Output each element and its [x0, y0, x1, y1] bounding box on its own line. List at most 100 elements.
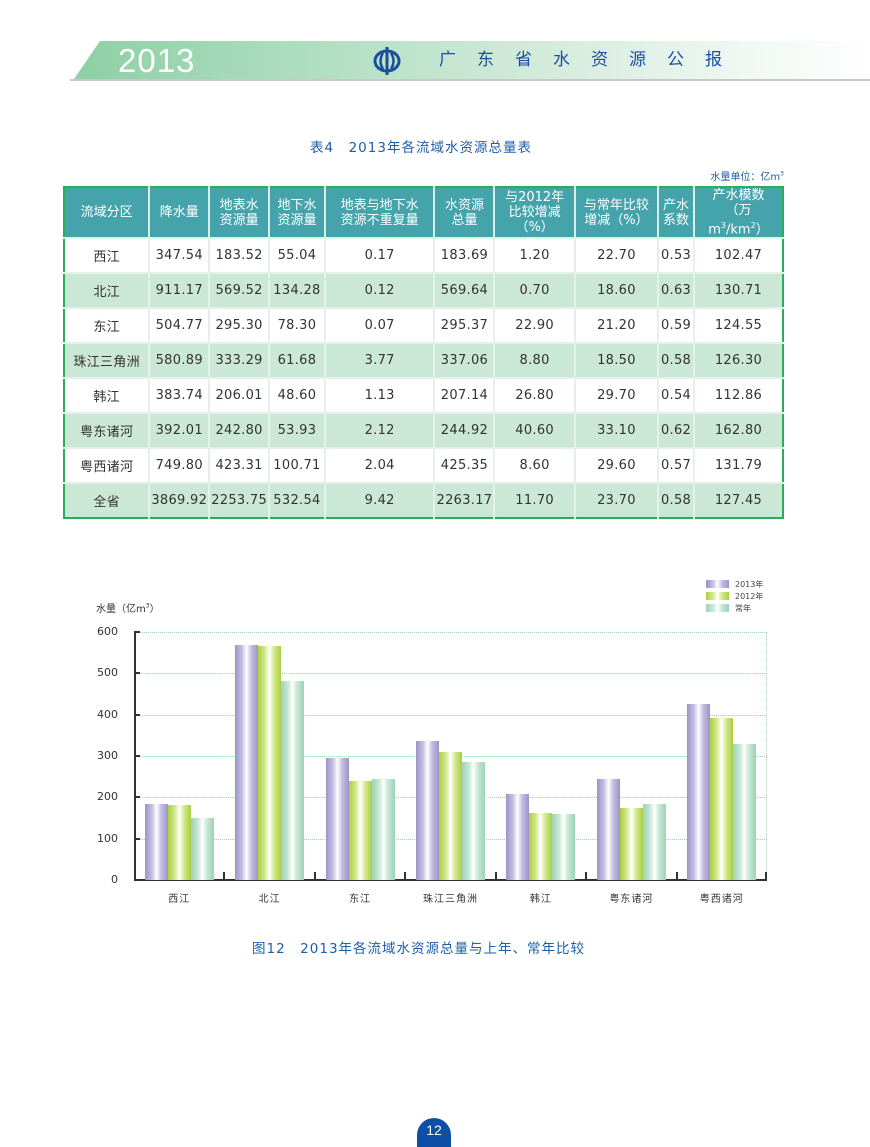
- cell: 1.20: [494, 237, 576, 274]
- col-header-non-overlap: 地表与地下水 资源不重复量: [324, 187, 436, 239]
- cell: 29.70: [574, 377, 660, 414]
- legend-item-2012: 2012年: [706, 590, 763, 602]
- bar-2013年: [144, 804, 168, 880]
- cell: 78.30: [269, 307, 326, 344]
- cell: 295.37: [434, 307, 496, 344]
- y-tick: [134, 755, 140, 757]
- cell: 0.70: [494, 272, 576, 309]
- legend-label: 2012年: [735, 591, 764, 601]
- cell-basin: 韩江: [64, 377, 151, 414]
- legend-label: 2013年: [735, 579, 764, 589]
- cell: 0.63: [658, 272, 695, 309]
- x-category-label: 粤东诸河: [609, 894, 654, 905]
- bar-2013年: [687, 704, 711, 880]
- cell: 9.42: [324, 482, 436, 519]
- cell-basin: 粤东诸河: [64, 412, 151, 449]
- gridline: [136, 673, 767, 675]
- legend-item-2013: 2013年: [706, 578, 763, 590]
- cell: 425.35: [434, 447, 496, 484]
- cell: 0.57: [658, 447, 695, 484]
- bar-2013年: [506, 794, 530, 880]
- table-row-total: 全省 3869.92 2253.75 532.54 9.42 2263.17 11.70 23…: [64, 482, 783, 519]
- chart-y-axis-label: 水量（亿m3）: [96, 600, 160, 615]
- legend-item-average: 常年: [706, 602, 763, 614]
- y-tick: [134, 631, 140, 633]
- x-tick: [404, 872, 407, 880]
- x-tick: [675, 872, 678, 880]
- cell: 18.60: [574, 272, 660, 309]
- table-row: 北江 911.17 569.52 134.28 0.12 569.64 0.70 18.60 0…: [64, 272, 783, 309]
- water-resources-table: 流域分区 降水量 地表水 资源量 地下水 资源量 地表与地下水 资源不重复量 水资源总…: [63, 186, 784, 520]
- legend-label: 常年: [735, 603, 751, 613]
- cell: 347.54: [149, 237, 211, 274]
- table-row: 韩江 383.74 206.01 48.60 1.13 207.14 26.80 29.70 0…: [64, 377, 783, 414]
- cell: 127.45: [693, 482, 783, 519]
- cell: 2.04: [324, 447, 436, 484]
- x-category-label: 东江: [349, 894, 372, 905]
- y-tick-label: 400: [97, 707, 118, 721]
- ylabel-close: ）: [149, 604, 160, 615]
- table-title: 表4 2013年各流域水资源总量表: [310, 140, 532, 156]
- chart-caption: 图12 2013年各流域水资源总量与上年、常年比较: [252, 941, 586, 957]
- cell: 130.71: [693, 272, 783, 309]
- cell: 242.80: [209, 412, 271, 449]
- bar-常年: [552, 814, 576, 880]
- bar-常年: [462, 762, 485, 880]
- cell: 911.17: [149, 272, 211, 309]
- cell: 423.31: [209, 447, 271, 484]
- bar-chart: 0 100 200 300 400 500 600 西江 北江 东江 珠江三角洲 韩江 粤东诸河 粤西诸河: [97, 625, 767, 905]
- cell: 569.64: [434, 272, 496, 309]
- cell: 183.69: [434, 237, 496, 274]
- bar-2013年: [235, 644, 259, 880]
- bar-2013年: [325, 757, 349, 880]
- table-row: 东江 504.77 295.30 78.30 0.07 295.37 22.90 21.20 0…: [64, 307, 783, 344]
- cell-basin: 全省: [64, 482, 151, 519]
- cell: 1.13: [324, 377, 436, 414]
- cell: 383.74: [149, 377, 211, 414]
- report-year: 2013: [118, 42, 196, 79]
- cell: 40.60: [494, 412, 576, 449]
- cell: 749.80: [149, 447, 211, 484]
- cell: 126.30: [693, 342, 783, 379]
- cell: 207.14: [434, 377, 496, 414]
- ylabel-text: 水量（亿m: [96, 604, 146, 615]
- bar-常年: [190, 818, 214, 880]
- cell: 569.52: [209, 272, 271, 309]
- ylabel-sup: 3: [145, 602, 150, 610]
- cell: 0.58: [658, 342, 695, 379]
- table-row: 粤西诸河 749.80 423.31 100.71 2.04 425.35 8.60 29.6…: [64, 447, 783, 484]
- col-header-groundwater: 地下水 资源量: [269, 187, 326, 239]
- x-tick: [313, 872, 316, 880]
- unit-sup: 3: [780, 170, 784, 178]
- cell: 206.01: [209, 377, 271, 414]
- cell: 162.80: [693, 412, 783, 449]
- x-category-label: 粤西诸河: [699, 894, 744, 905]
- cell: 0.53: [658, 237, 695, 274]
- banner-background: [74, 41, 870, 79]
- cell: 0.17: [324, 237, 436, 274]
- cell: 134.28: [269, 272, 326, 309]
- bar-常年: [642, 803, 666, 880]
- cell: 0.07: [324, 307, 436, 344]
- col-header-runoff-modulus: 产水模数 （万m3/km2）: [693, 187, 783, 239]
- bar-2012年: [710, 718, 734, 880]
- y-tick: [134, 713, 140, 716]
- cell: 131.79: [693, 447, 783, 484]
- x-category-label: 韩江: [529, 894, 552, 905]
- x-tick: [494, 872, 497, 880]
- header-banner: 2013 广东省水资源公报: [74, 41, 870, 79]
- y-tick: [134, 796, 140, 799]
- unit-note: 水量单位：亿m3: [710, 168, 784, 183]
- cell-basin: 粤西诸河: [64, 447, 151, 484]
- x-category-label: 珠江三角洲: [423, 894, 478, 905]
- x-tick: [765, 872, 767, 880]
- cell: 244.92: [434, 412, 496, 449]
- x-tick: [223, 872, 226, 880]
- cell: 532.54: [269, 482, 326, 519]
- x-axis: [134, 879, 767, 881]
- y-tick-label: 100: [97, 831, 118, 845]
- cell: 53.93: [269, 412, 326, 449]
- table-row: 西江 347.54 183.52 55.04 0.17 183.69 1.20 22.70 0.…: [64, 237, 783, 274]
- page-number-badge: 12: [417, 1118, 451, 1147]
- y-tick-label: 600: [97, 625, 118, 638]
